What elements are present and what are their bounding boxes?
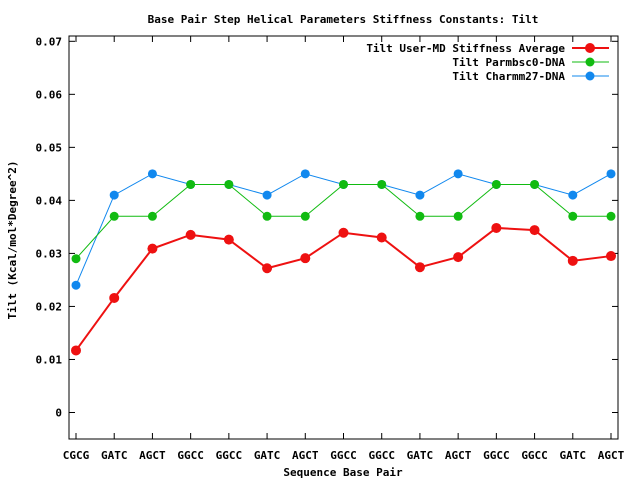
y-tick-label: 0.02 [36, 300, 63, 313]
y-axis-label: Tilt (Kcal/mol*Degree^2) [6, 161, 19, 320]
data-point [491, 222, 502, 233]
data-point [453, 169, 463, 179]
data-point [414, 262, 425, 273]
data-point [339, 179, 348, 189]
data-point [491, 179, 501, 189]
y-tick-label: 0.05 [36, 141, 63, 154]
data-point [186, 179, 196, 189]
x-tick-label: GGCC [483, 449, 510, 462]
data-point [530, 179, 540, 189]
data-point [71, 345, 81, 356]
y-tick-label: 0.07 [36, 35, 63, 48]
data-point [453, 211, 463, 221]
data-point [606, 251, 616, 262]
data-point [262, 211, 272, 221]
x-tick-label: GGCC [216, 449, 243, 462]
series-2 [71, 179, 616, 264]
data-point [262, 263, 273, 274]
data-point [376, 232, 387, 243]
data-point [147, 169, 157, 179]
y-tick-label: 0.03 [36, 247, 63, 260]
legend-marker [585, 71, 595, 81]
data-point [453, 252, 464, 263]
data-point [185, 229, 196, 240]
data-point [529, 225, 540, 236]
y-tick-label: 0.01 [36, 353, 63, 366]
data-point [224, 179, 234, 189]
legend-label: Tilt Charmm27-DNA [452, 70, 565, 83]
y-tick-label: 0.06 [36, 88, 63, 101]
x-tick-label: GATC [560, 449, 587, 462]
data-point [338, 227, 349, 238]
data-point [567, 255, 578, 266]
x-tick-label: AGCT [445, 449, 472, 462]
data-point [606, 169, 616, 179]
series-1 [71, 222, 616, 356]
x-tick-label: GATC [101, 449, 128, 462]
data-point [300, 253, 311, 264]
data-point [71, 280, 81, 290]
x-tick-label: GGCC [177, 449, 204, 462]
data-point [300, 169, 310, 179]
y-tick-label: 0 [55, 406, 62, 419]
x-tick-label: AGCT [292, 449, 319, 462]
data-point [262, 190, 272, 200]
legend-label: Tilt Parmbsc0-DNA [452, 56, 565, 69]
data-point [415, 190, 425, 200]
x-tick-label: GGCC [521, 449, 548, 462]
data-point [147, 211, 157, 221]
x-tick-label: GGCC [330, 449, 357, 462]
data-point [606, 211, 616, 221]
data-point [109, 292, 120, 303]
data-point [300, 211, 310, 221]
data-point [109, 190, 119, 200]
x-tick-label: CGCG [63, 449, 90, 462]
legend-label: Tilt User-MD Stiffness Average [366, 42, 565, 55]
data-point [147, 243, 158, 254]
x-axis: CGCG GATC AGCT GGCC GGCC GATC AGCT GGCC GGCC GATC… [63, 36, 625, 462]
x-tick-label: GATC [254, 449, 281, 462]
data-point [109, 211, 119, 221]
chart-title: Base Pair Step Helical Parameters Stiffn… [148, 13, 539, 26]
data-point [568, 190, 578, 200]
data-point [71, 254, 81, 264]
x-tick-label: AGCT [598, 449, 625, 462]
data-point [415, 211, 425, 221]
x-axis-label: Sequence Base Pair [283, 466, 403, 479]
y-tick-label: 0.04 [36, 194, 63, 207]
data-point [568, 211, 578, 221]
data-point [377, 179, 387, 189]
data-point [223, 234, 234, 245]
legend-marker [585, 57, 595, 67]
series-layer [71, 169, 616, 356]
x-tick-label: GATC [407, 449, 434, 462]
x-tick-label: AGCT [139, 449, 166, 462]
legend-marker [585, 43, 595, 53]
x-tick-label: GGCC [368, 449, 395, 462]
